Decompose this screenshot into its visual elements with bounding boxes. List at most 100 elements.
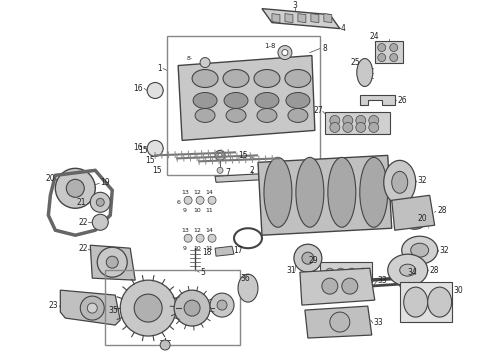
Text: 32: 32: [417, 176, 427, 185]
Text: 7: 7: [225, 168, 230, 177]
Circle shape: [66, 179, 84, 197]
Circle shape: [337, 268, 345, 276]
Circle shape: [348, 268, 356, 276]
Circle shape: [218, 153, 222, 157]
Circle shape: [322, 278, 338, 294]
Circle shape: [200, 58, 210, 68]
Text: 30: 30: [454, 285, 464, 294]
Text: 14: 14: [205, 190, 213, 195]
Text: 32: 32: [440, 246, 449, 255]
Polygon shape: [262, 9, 340, 28]
Ellipse shape: [257, 108, 277, 122]
Text: 15: 15: [146, 156, 155, 165]
Circle shape: [134, 294, 162, 322]
Text: 10: 10: [193, 208, 201, 213]
Ellipse shape: [360, 157, 388, 227]
Text: 20: 20: [417, 214, 427, 223]
Ellipse shape: [254, 69, 280, 87]
Circle shape: [210, 293, 234, 317]
Circle shape: [356, 116, 366, 125]
Ellipse shape: [195, 108, 215, 122]
Text: 16: 16: [134, 84, 143, 93]
Text: 35: 35: [108, 306, 118, 315]
Text: 14: 14: [205, 228, 213, 233]
Bar: [400, 282, 452, 322]
Circle shape: [330, 122, 340, 132]
Text: 28: 28: [430, 266, 439, 275]
Text: 15: 15: [139, 146, 148, 155]
Circle shape: [196, 196, 204, 204]
Ellipse shape: [357, 59, 373, 86]
Bar: [325, 112, 390, 134]
Circle shape: [390, 44, 398, 51]
Bar: [105, 270, 240, 345]
Text: 6: 6: [176, 200, 180, 205]
Circle shape: [106, 256, 118, 268]
Text: 15: 15: [152, 166, 162, 175]
Text: 22: 22: [79, 244, 88, 253]
Polygon shape: [300, 268, 375, 305]
Text: 2: 2: [249, 166, 254, 175]
Circle shape: [184, 196, 192, 204]
Ellipse shape: [388, 254, 428, 286]
Ellipse shape: [409, 209, 421, 221]
Text: 33: 33: [374, 318, 384, 327]
Circle shape: [184, 300, 200, 316]
Ellipse shape: [264, 157, 292, 227]
Ellipse shape: [401, 201, 429, 229]
Text: 19: 19: [100, 178, 110, 187]
Polygon shape: [178, 55, 315, 140]
Circle shape: [55, 168, 95, 208]
Text: 1-8: 1-8: [264, 42, 276, 49]
Text: 22: 22: [79, 218, 88, 227]
Text: 11: 11: [205, 246, 213, 251]
Text: 15: 15: [238, 151, 248, 160]
Bar: [320, 262, 372, 282]
Text: 12: 12: [193, 228, 201, 233]
Text: 13: 13: [181, 190, 189, 195]
Circle shape: [390, 54, 398, 62]
Text: 5: 5: [200, 267, 205, 276]
Circle shape: [278, 46, 292, 59]
Circle shape: [98, 247, 127, 277]
Polygon shape: [298, 14, 306, 23]
Text: 28: 28: [438, 206, 447, 215]
Polygon shape: [311, 14, 319, 23]
Ellipse shape: [224, 93, 248, 108]
Text: 10: 10: [193, 246, 201, 251]
Circle shape: [217, 300, 227, 310]
Ellipse shape: [285, 69, 311, 87]
Ellipse shape: [411, 243, 429, 257]
Text: 26: 26: [398, 96, 407, 105]
Circle shape: [282, 50, 288, 55]
Circle shape: [120, 280, 176, 336]
Circle shape: [87, 303, 98, 313]
Polygon shape: [272, 14, 280, 23]
Text: 36: 36: [240, 274, 250, 283]
Polygon shape: [392, 195, 435, 230]
Text: 33: 33: [378, 276, 388, 285]
Text: 34: 34: [408, 267, 417, 276]
Circle shape: [196, 234, 204, 242]
Circle shape: [208, 196, 216, 204]
Text: 29: 29: [308, 256, 318, 265]
Ellipse shape: [384, 160, 416, 204]
Polygon shape: [60, 290, 120, 325]
Text: 20: 20: [46, 174, 55, 183]
Text: 21: 21: [77, 198, 86, 207]
Circle shape: [359, 268, 367, 276]
Text: 17: 17: [233, 246, 243, 255]
Circle shape: [326, 268, 334, 276]
Circle shape: [330, 312, 350, 332]
Text: 4: 4: [341, 24, 346, 33]
Polygon shape: [360, 95, 395, 105]
Polygon shape: [324, 14, 332, 23]
Text: 9: 9: [183, 246, 187, 251]
Bar: [375, 41, 403, 63]
Text: 16: 16: [134, 143, 143, 152]
Ellipse shape: [392, 171, 408, 193]
Circle shape: [294, 244, 322, 272]
Circle shape: [174, 290, 210, 326]
Ellipse shape: [404, 287, 428, 317]
Circle shape: [378, 54, 386, 62]
